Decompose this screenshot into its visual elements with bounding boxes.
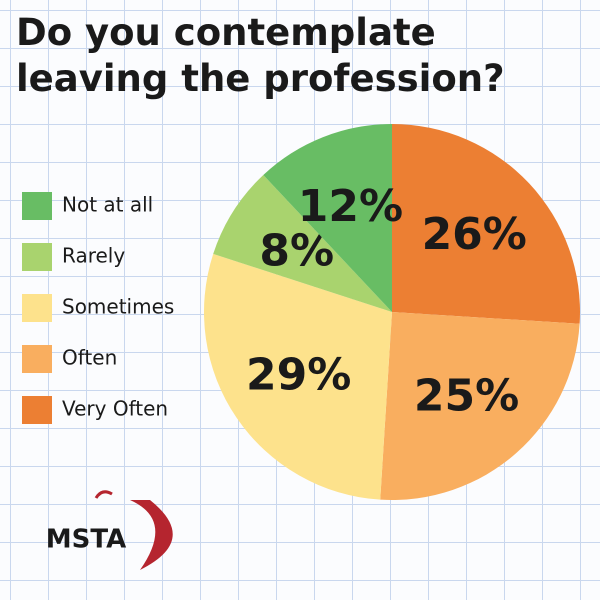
legend-swatch <box>22 345 52 373</box>
value-label: 29% <box>246 349 351 400</box>
legend-swatch <box>22 243 52 271</box>
legend-swatch <box>22 396 52 424</box>
pie-slice <box>263 124 392 312</box>
logo-text: MSTA <box>46 525 126 555</box>
value-label: 12% <box>298 181 403 232</box>
legend-swatch <box>22 192 52 220</box>
legend-label: Rarely <box>62 244 125 268</box>
legend-swatch <box>22 294 52 322</box>
logo-leaf <box>94 490 113 499</box>
legend-label: Very Often <box>62 397 168 421</box>
legend-label: Often <box>62 346 117 370</box>
legend-label: Not at all <box>62 193 153 217</box>
value-label: 26% <box>422 209 527 260</box>
logo-swoosh <box>130 500 173 570</box>
pie-slice <box>203 253 392 500</box>
value-label: 25% <box>414 371 519 422</box>
pie-slice <box>213 174 392 312</box>
pie-slice <box>380 312 580 500</box>
chart-title: Do you contemplate leaving the professio… <box>16 11 505 100</box>
pie-slice <box>392 124 580 324</box>
legend-label: Sometimes <box>62 295 174 319</box>
